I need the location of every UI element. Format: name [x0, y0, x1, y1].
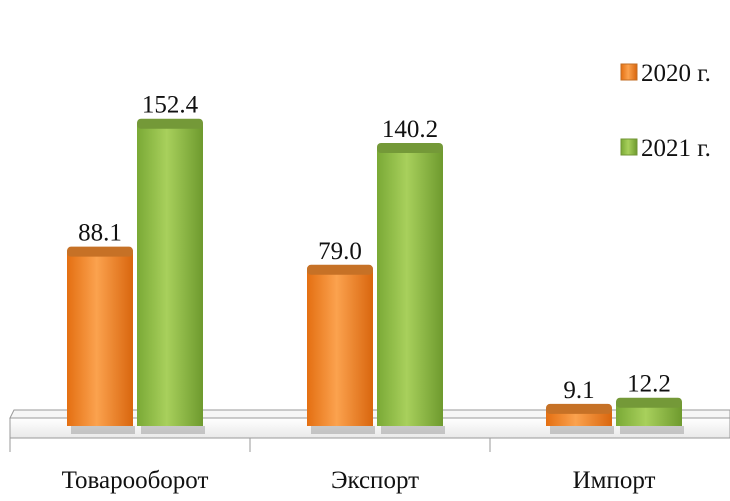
data-label-2021-1: 152.4 — [142, 92, 199, 119]
bar-series-group — [67, 118, 684, 434]
bar-2021-2 — [377, 143, 445, 434]
bar-2020-2 — [307, 264, 375, 434]
bar-2021-1 — [137, 118, 205, 434]
data-labels: 88.1 152.4 79.0 140.2 9.1 12.2 — [78, 92, 671, 404]
x-tick-label-2: Экспорт — [331, 467, 419, 494]
legend-swatch — [620, 138, 638, 156]
data-label-2021-3: 12.2 — [627, 371, 671, 398]
bar-2020-3 — [546, 403, 614, 434]
data-label-2020-2: 79.0 — [318, 238, 362, 265]
legend: 2020 г. 2021 г. — [620, 60, 711, 162]
x-tick-label-3: Импорт — [573, 467, 656, 494]
bar-2020-1 — [67, 246, 135, 434]
legend-swatch — [620, 63, 638, 81]
legend-label: 2021 г. — [641, 135, 711, 162]
legend-item-2021: 2021 г. — [620, 135, 711, 162]
data-label-2020-3: 9.1 — [563, 377, 594, 404]
legend-item-2020: 2020 г. — [620, 60, 711, 87]
data-label-2021-2: 140.2 — [382, 116, 438, 143]
legend-label: 2020 г. — [641, 60, 711, 87]
data-label-2020-1: 88.1 — [78, 220, 122, 247]
x-tick-label-1: Товарооборот — [62, 467, 209, 494]
bar-2021-3 — [616, 397, 684, 434]
x-axis-ticks — [9, 438, 491, 452]
x-axis-tick-labels: Товарооборот Экспорт Импорт — [62, 467, 656, 494]
